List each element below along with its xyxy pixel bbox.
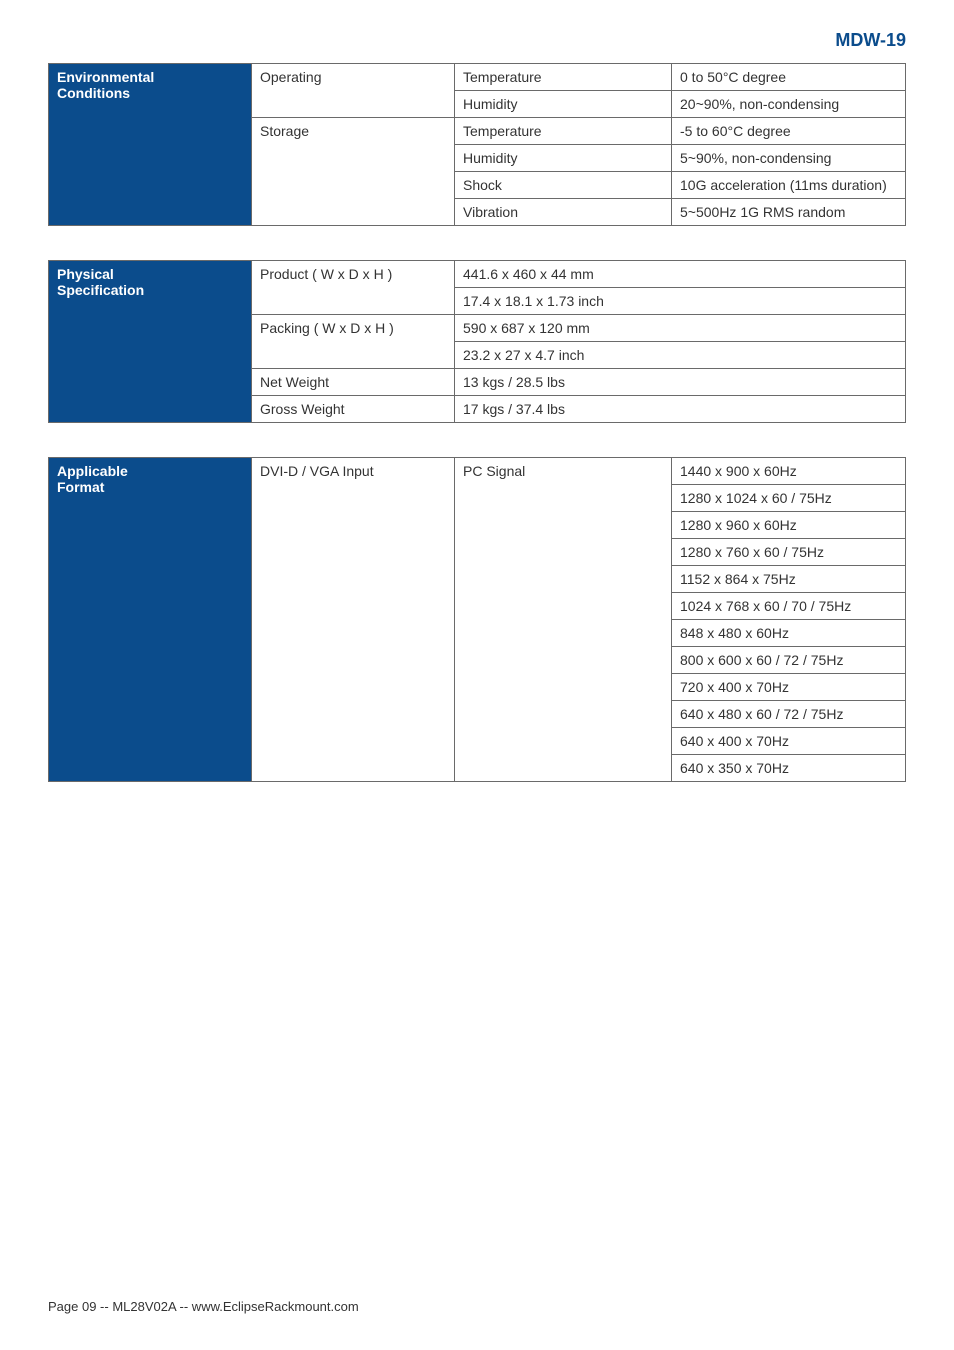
applicable-resolution: 640 x 480 x 60 / 72 / 75Hz (672, 701, 906, 728)
applicable-resolution: 640 x 400 x 70Hz (672, 728, 906, 755)
env-param: Vibration (455, 199, 672, 226)
applicable-input: DVI-D / VGA Input (252, 458, 455, 782)
applicable-resolution: 1024 x 768 x 60 / 70 / 75Hz (672, 593, 906, 620)
environmental-table: EnvironmentalConditionsOperatingTemperat… (48, 63, 906, 226)
phys-value: 13 kgs / 28.5 lbs (455, 369, 906, 396)
env-value: 5~90%, non-condensing (672, 145, 906, 172)
physical-table: PhysicalSpecificationProduct ( W x D x H… (48, 260, 906, 423)
phys-label: Net Weight (252, 369, 455, 396)
env-value: 10G acceleration (11ms duration) (672, 172, 906, 199)
physical-header: PhysicalSpecification (49, 261, 252, 423)
applicable-resolution: 1280 x 1024 x 60 / 75Hz (672, 485, 906, 512)
applicable-table: ApplicableFormatDVI-D / VGA InputPC Sign… (48, 457, 906, 782)
applicable-signal: PC Signal (455, 458, 672, 782)
env-value: -5 to 60°C degree (672, 118, 906, 145)
applicable-resolution: 1280 x 760 x 60 / 75Hz (672, 539, 906, 566)
env-value: 5~500Hz 1G RMS random (672, 199, 906, 226)
env-value: 0 to 50°C degree (672, 64, 906, 91)
phys-value: 441.6 x 460 x 44 mm (455, 261, 906, 288)
env-param: Temperature (455, 118, 672, 145)
applicable-header: ApplicableFormat (49, 458, 252, 782)
env-category: Operating (252, 64, 455, 118)
applicable-resolution: 640 x 350 x 70Hz (672, 755, 906, 782)
applicable-resolution: 1440 x 900 x 60Hz (672, 458, 906, 485)
env-param: Shock (455, 172, 672, 199)
applicable-resolution: 720 x 400 x 70Hz (672, 674, 906, 701)
env-category: Storage (252, 118, 455, 226)
environmental-header: EnvironmentalConditions (49, 64, 252, 226)
page-footer: Page 09 -- ML28V02A -- www.EclipseRackmo… (48, 1299, 359, 1314)
phys-value: 17 kgs / 37.4 lbs (455, 396, 906, 423)
env-param: Temperature (455, 64, 672, 91)
applicable-resolution: 1280 x 960 x 60Hz (672, 512, 906, 539)
phys-value: 590 x 687 x 120 mm (455, 315, 906, 342)
phys-label: Product ( W x D x H ) (252, 261, 455, 315)
applicable-resolution: 1152 x 864 x 75Hz (672, 566, 906, 593)
phys-label: Packing ( W x D x H ) (252, 315, 455, 369)
env-param: Humidity (455, 91, 672, 118)
env-param: Humidity (455, 145, 672, 172)
phys-value: 23.2 x 27 x 4.7 inch (455, 342, 906, 369)
applicable-resolution: 848 x 480 x 60Hz (672, 620, 906, 647)
applicable-resolution: 800 x 600 x 60 / 72 / 75Hz (672, 647, 906, 674)
phys-label: Gross Weight (252, 396, 455, 423)
env-value: 20~90%, non-condensing (672, 91, 906, 118)
phys-value: 17.4 x 18.1 x 1.73 inch (455, 288, 906, 315)
page-title: MDW-19 (48, 30, 906, 51)
